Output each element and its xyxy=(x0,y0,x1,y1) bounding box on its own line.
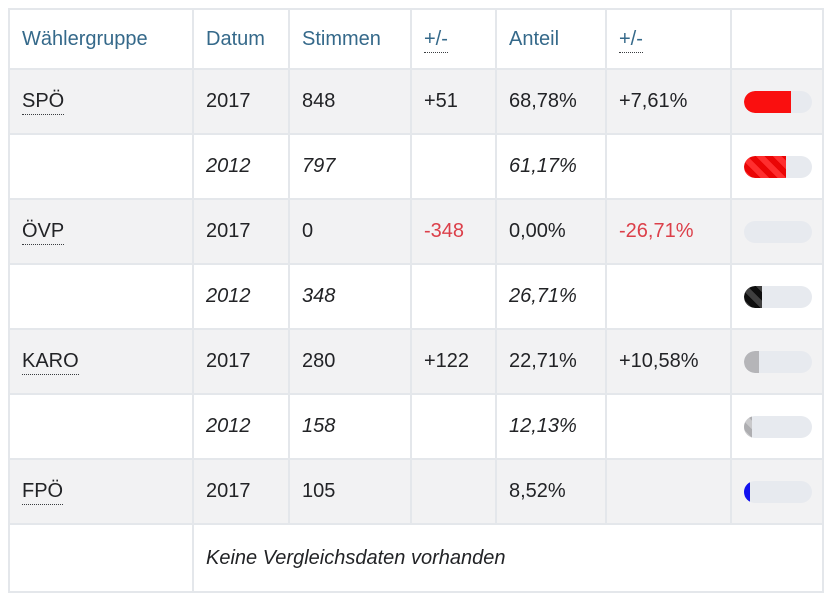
share-diff-cell xyxy=(605,263,732,330)
header-datum-label: Datum xyxy=(206,27,265,50)
vote-share-bar-track-empty xyxy=(744,220,812,243)
group-cell xyxy=(8,263,194,330)
votes-diff-cell-negative: -348 xyxy=(410,198,497,265)
votes-cell: 348 xyxy=(288,263,412,330)
share-cell: 0,00% xyxy=(495,198,607,265)
vote-share-bar-fill-hatched xyxy=(744,155,786,178)
no-comparison-note-cell: Keine Vergleichsdaten vorhanden xyxy=(192,523,824,593)
votes-diff-cell xyxy=(410,393,497,460)
header-anteil-diff-label: +/- xyxy=(619,27,643,53)
header-row: Wählergruppe Datum Stimmen +/- Anteil +/… xyxy=(8,8,824,70)
group-cell xyxy=(8,393,194,460)
share-cell: 22,71% xyxy=(495,328,607,395)
header-stimmen-diff: +/- xyxy=(410,8,497,70)
vote-share-bar-track xyxy=(744,415,812,438)
share-diff-cell xyxy=(605,393,732,460)
table-row-karo-2012: 2012 158 12,13% xyxy=(8,393,824,460)
header-anteil-diff: +/- xyxy=(605,8,732,70)
share-cell: 68,78% xyxy=(495,68,607,135)
table-row-fpo-2017: FPÖ 2017 105 8,52% xyxy=(8,458,824,525)
votes-cell: 0 xyxy=(288,198,412,265)
header-stimmen: Stimmen xyxy=(288,8,412,70)
votes-diff-cell xyxy=(410,133,497,200)
year-cell: 2017 xyxy=(192,328,290,395)
vote-share-bar-fill-hatched xyxy=(744,285,763,308)
votes-cell: 105 xyxy=(288,458,412,525)
votes-cell: 280 xyxy=(288,328,412,395)
share-cell: 8,52% xyxy=(495,458,607,525)
election-results-table: Wählergruppe Datum Stimmen +/- Anteil +/… xyxy=(8,8,824,593)
votes-diff-cell xyxy=(410,458,497,525)
vote-share-bar-fill xyxy=(744,350,760,373)
vote-share-bar-track xyxy=(744,350,812,373)
header-anteil-label: Anteil xyxy=(509,27,560,50)
vote-share-bar-fill-hatched xyxy=(744,415,753,438)
year-cell: 2012 xyxy=(192,393,290,460)
votes-diff-cell: +122 xyxy=(410,328,497,395)
table-row-no-comparison-note: Keine Vergleichsdaten vorhanden xyxy=(8,523,824,593)
header-stimmen-label: Stimmen xyxy=(302,27,381,50)
share-cell: 26,71% xyxy=(495,263,607,330)
group-cell: SPÖ xyxy=(8,68,194,135)
header-anteil: Anteil xyxy=(495,8,607,70)
header-waehlergruppe: Wählergruppe xyxy=(8,8,194,70)
bar-cell xyxy=(730,133,824,200)
header-waehlergruppe-label: Wählergruppe xyxy=(22,27,148,50)
share-cell: 61,17% xyxy=(495,133,607,200)
header-datum: Datum xyxy=(192,8,290,70)
group-cell-empty xyxy=(8,523,194,593)
votes-cell: 848 xyxy=(288,68,412,135)
votes-cell: 158 xyxy=(288,393,412,460)
share-diff-cell xyxy=(605,458,732,525)
year-cell: 2012 xyxy=(192,133,290,200)
party-abbr-karo: KARO xyxy=(22,350,79,375)
vote-share-bar-track xyxy=(744,90,812,113)
bar-cell xyxy=(730,458,824,525)
table-row-karo-2017: KARO 2017 280 +122 22,71% +10,58% xyxy=(8,328,824,395)
vote-share-bar-track xyxy=(744,285,812,308)
bar-cell xyxy=(730,68,824,135)
year-cell: 2017 xyxy=(192,458,290,525)
table-row-spo-2012: 2012 797 61,17% xyxy=(8,133,824,200)
table-row-spo-2017: SPÖ 2017 848 +51 68,78% +7,61% xyxy=(8,68,824,135)
party-abbr-spo: SPÖ xyxy=(22,90,65,115)
bar-cell xyxy=(730,393,824,460)
table-row-ovp-2017: ÖVP 2017 0 -348 0,00% -26,71% xyxy=(8,198,824,265)
group-cell xyxy=(8,133,194,200)
vote-share-bar-fill xyxy=(744,90,791,113)
share-diff-cell: +7,61% xyxy=(605,68,732,135)
table-row-ovp-2012: 2012 348 26,71% xyxy=(8,263,824,330)
share-diff-cell: +10,58% xyxy=(605,328,732,395)
group-cell: FPÖ xyxy=(8,458,194,525)
party-abbr-fpo: FPÖ xyxy=(22,480,64,505)
votes-diff-cell xyxy=(410,263,497,330)
header-stimmen-diff-label: +/- xyxy=(424,27,448,53)
group-cell: KARO xyxy=(8,328,194,395)
year-cell: 2012 xyxy=(192,263,290,330)
vote-share-bar-fill xyxy=(744,480,750,503)
share-diff-cell-negative: -26,71% xyxy=(605,198,732,265)
group-cell: ÖVP xyxy=(8,198,194,265)
vote-share-bar-track xyxy=(744,155,812,178)
vote-share-bar-track xyxy=(744,480,812,503)
bar-cell xyxy=(730,263,824,330)
bar-cell xyxy=(730,198,824,265)
party-abbr-ovp: ÖVP xyxy=(22,220,65,245)
share-cell: 12,13% xyxy=(495,393,607,460)
share-diff-cell xyxy=(605,133,732,200)
year-cell: 2017 xyxy=(192,198,290,265)
header-bar-column xyxy=(730,8,824,70)
votes-diff-cell: +51 xyxy=(410,68,497,135)
year-cell: 2017 xyxy=(192,68,290,135)
votes-cell: 797 xyxy=(288,133,412,200)
bar-cell xyxy=(730,328,824,395)
